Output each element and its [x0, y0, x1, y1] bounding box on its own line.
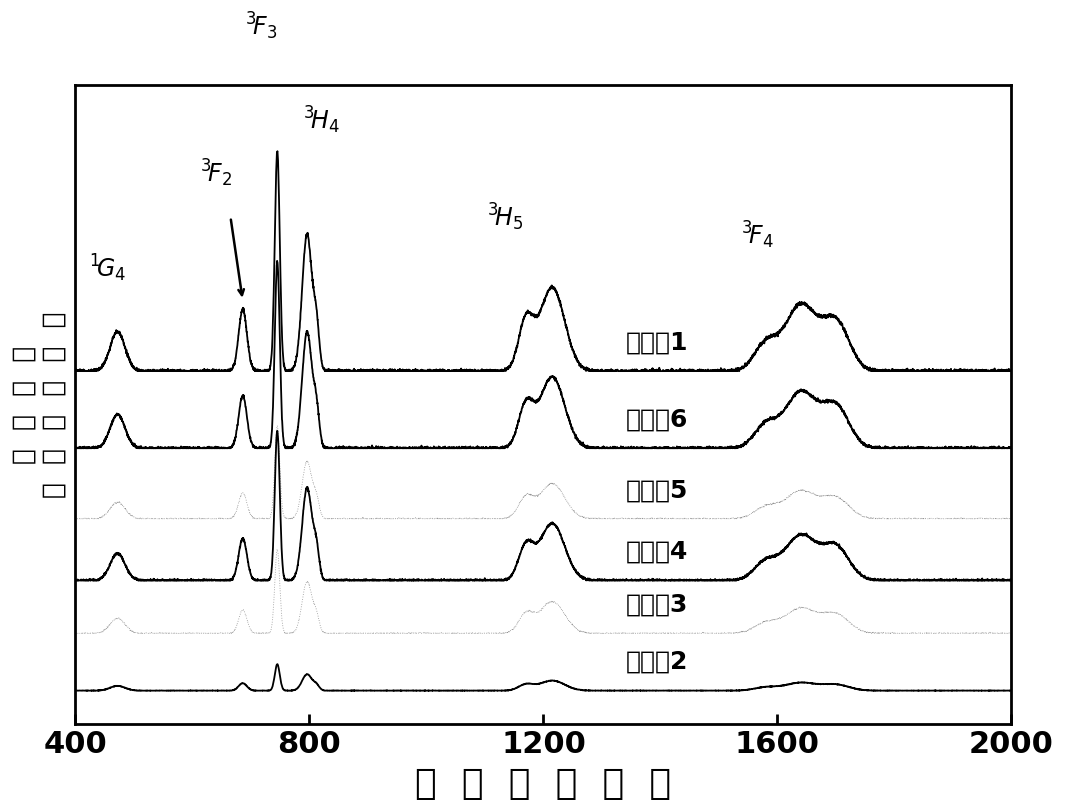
Text: 实施例1: 实施例1 [625, 330, 688, 354]
X-axis label: 波  长  （  纳  米  ）: 波 长 （ 纳 米 ） [415, 766, 671, 800]
Text: $^3\!\mathit{F}_2$: $^3\!\mathit{F}_2$ [200, 157, 232, 189]
Text: $^3\!\mathit{F}_4$: $^3\!\mathit{F}_4$ [740, 219, 773, 251]
Text: 实施例5: 实施例5 [625, 478, 688, 501]
Text: $^3\!\mathit{H}_5$: $^3\!\mathit{H}_5$ [487, 202, 524, 233]
Text: $^3\!\mathit{H}_4$: $^3\!\mathit{H}_4$ [302, 105, 340, 136]
Y-axis label: 吸  收  强  度
（  任  意  单  位  ）: 吸 收 强 度 （ 任 意 单 位 ） [11, 311, 67, 498]
Text: $^3\!\mathit{F}_3$: $^3\!\mathit{F}_3$ [245, 11, 278, 41]
Text: 实施例2: 实施例2 [625, 650, 688, 673]
Text: 实施例4: 实施例4 [625, 539, 688, 563]
Text: 实施例3: 实施例3 [625, 592, 688, 616]
Text: 实施例6: 实施例6 [625, 407, 688, 431]
Text: $^1\!\mathit{G}_4$: $^1\!\mathit{G}_4$ [88, 252, 127, 284]
